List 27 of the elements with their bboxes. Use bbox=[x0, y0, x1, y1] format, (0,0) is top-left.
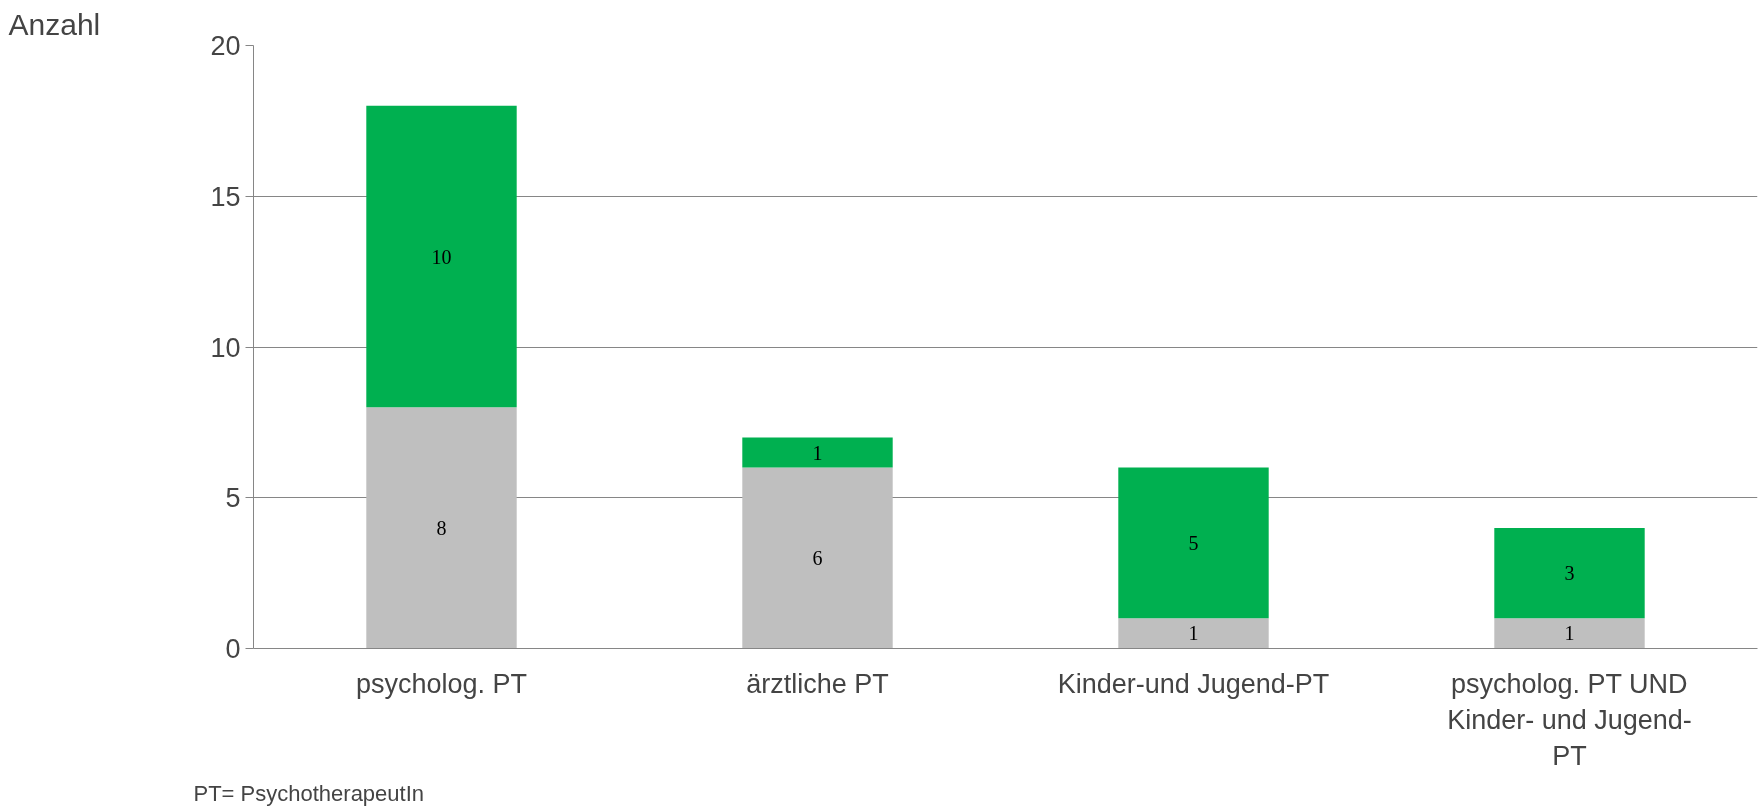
x-tick-label: psycholog. PT bbox=[355, 668, 528, 699]
data-label: 8 bbox=[436, 516, 447, 539]
bar bbox=[366, 105, 517, 408]
bar bbox=[1118, 618, 1269, 649]
y-tick-label: 10 bbox=[210, 332, 241, 363]
bar bbox=[742, 467, 893, 649]
y-tick-label: 20 bbox=[210, 31, 241, 61]
y-axis-title: Anzahl bbox=[8, 7, 101, 41]
x-tick-label: psycholog. PT UND Kinder- und Jugend-PT bbox=[1447, 668, 1692, 771]
data-label: 6 bbox=[812, 547, 823, 570]
bar bbox=[366, 407, 517, 649]
bar bbox=[1494, 527, 1645, 619]
data-label: 5 bbox=[1188, 531, 1199, 554]
y-tick-label: 15 bbox=[210, 181, 241, 212]
bar bbox=[1494, 618, 1645, 649]
data-label: 3 bbox=[1564, 562, 1575, 585]
x-tick-label: ärztliche PT bbox=[746, 668, 889, 699]
bar bbox=[742, 437, 893, 468]
data-label: 1 bbox=[812, 441, 823, 464]
x-tick-label: Kinder-und Jugend-PT bbox=[1057, 668, 1330, 699]
bar bbox=[1118, 467, 1269, 619]
data-label: 1 bbox=[1188, 622, 1199, 645]
text: PT= PsychotherapeutIn bbox=[193, 780, 425, 806]
y-tick-label: 0 bbox=[225, 634, 241, 664]
data-label: 10 bbox=[431, 245, 452, 268]
y-tick-label: 5 bbox=[225, 483, 241, 514]
data-label: 1 bbox=[1564, 622, 1575, 645]
